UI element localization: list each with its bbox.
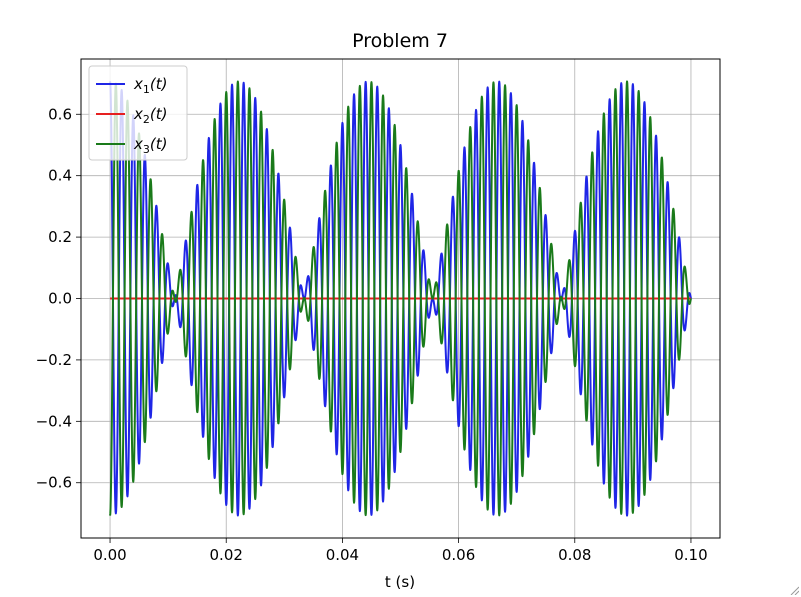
x-tick-label: 0.06 [442, 546, 475, 564]
x-tick-label: 0.08 [558, 546, 591, 564]
y-tick-label: −0.4 [36, 412, 72, 430]
y-axis-ticks: −0.6 −0.4 −0.2 0.0 0.2 0.4 0.6 [36, 105, 81, 492]
x-axis-ticks: 0.00 0.02 0.04 0.06 0.08 0.10 [93, 538, 708, 564]
x-tick-label: 0.00 [93, 546, 126, 564]
x-tick-label: 0.04 [326, 546, 359, 564]
y-tick-label: 0.4 [48, 167, 72, 185]
y-tick-label: 0.0 [48, 290, 72, 308]
chart-title: Problem 7 [352, 30, 448, 52]
x-axis-label: t (s) [385, 573, 415, 591]
resize-grip-icon[interactable] [789, 585, 799, 595]
legend-label-3: x3(t) [133, 135, 167, 156]
series-layer [109, 80, 692, 517]
y-tick-label: −0.6 [36, 474, 72, 492]
x-tick-label: 0.10 [674, 546, 707, 564]
y-tick-label: 0.2 [48, 228, 72, 246]
series-line-3 [109, 80, 692, 517]
legend-label-2: x2(t) [133, 105, 167, 126]
legend-label-1: x1(t) [133, 75, 167, 96]
series-line-1 [109, 80, 692, 517]
x-tick-label: 0.02 [210, 546, 243, 564]
y-tick-label: 0.6 [48, 105, 72, 123]
legend-box [88, 65, 188, 161]
y-tick-label: −0.2 [36, 351, 72, 369]
legend: x1(t) x2(t) x3(t) [88, 65, 188, 161]
